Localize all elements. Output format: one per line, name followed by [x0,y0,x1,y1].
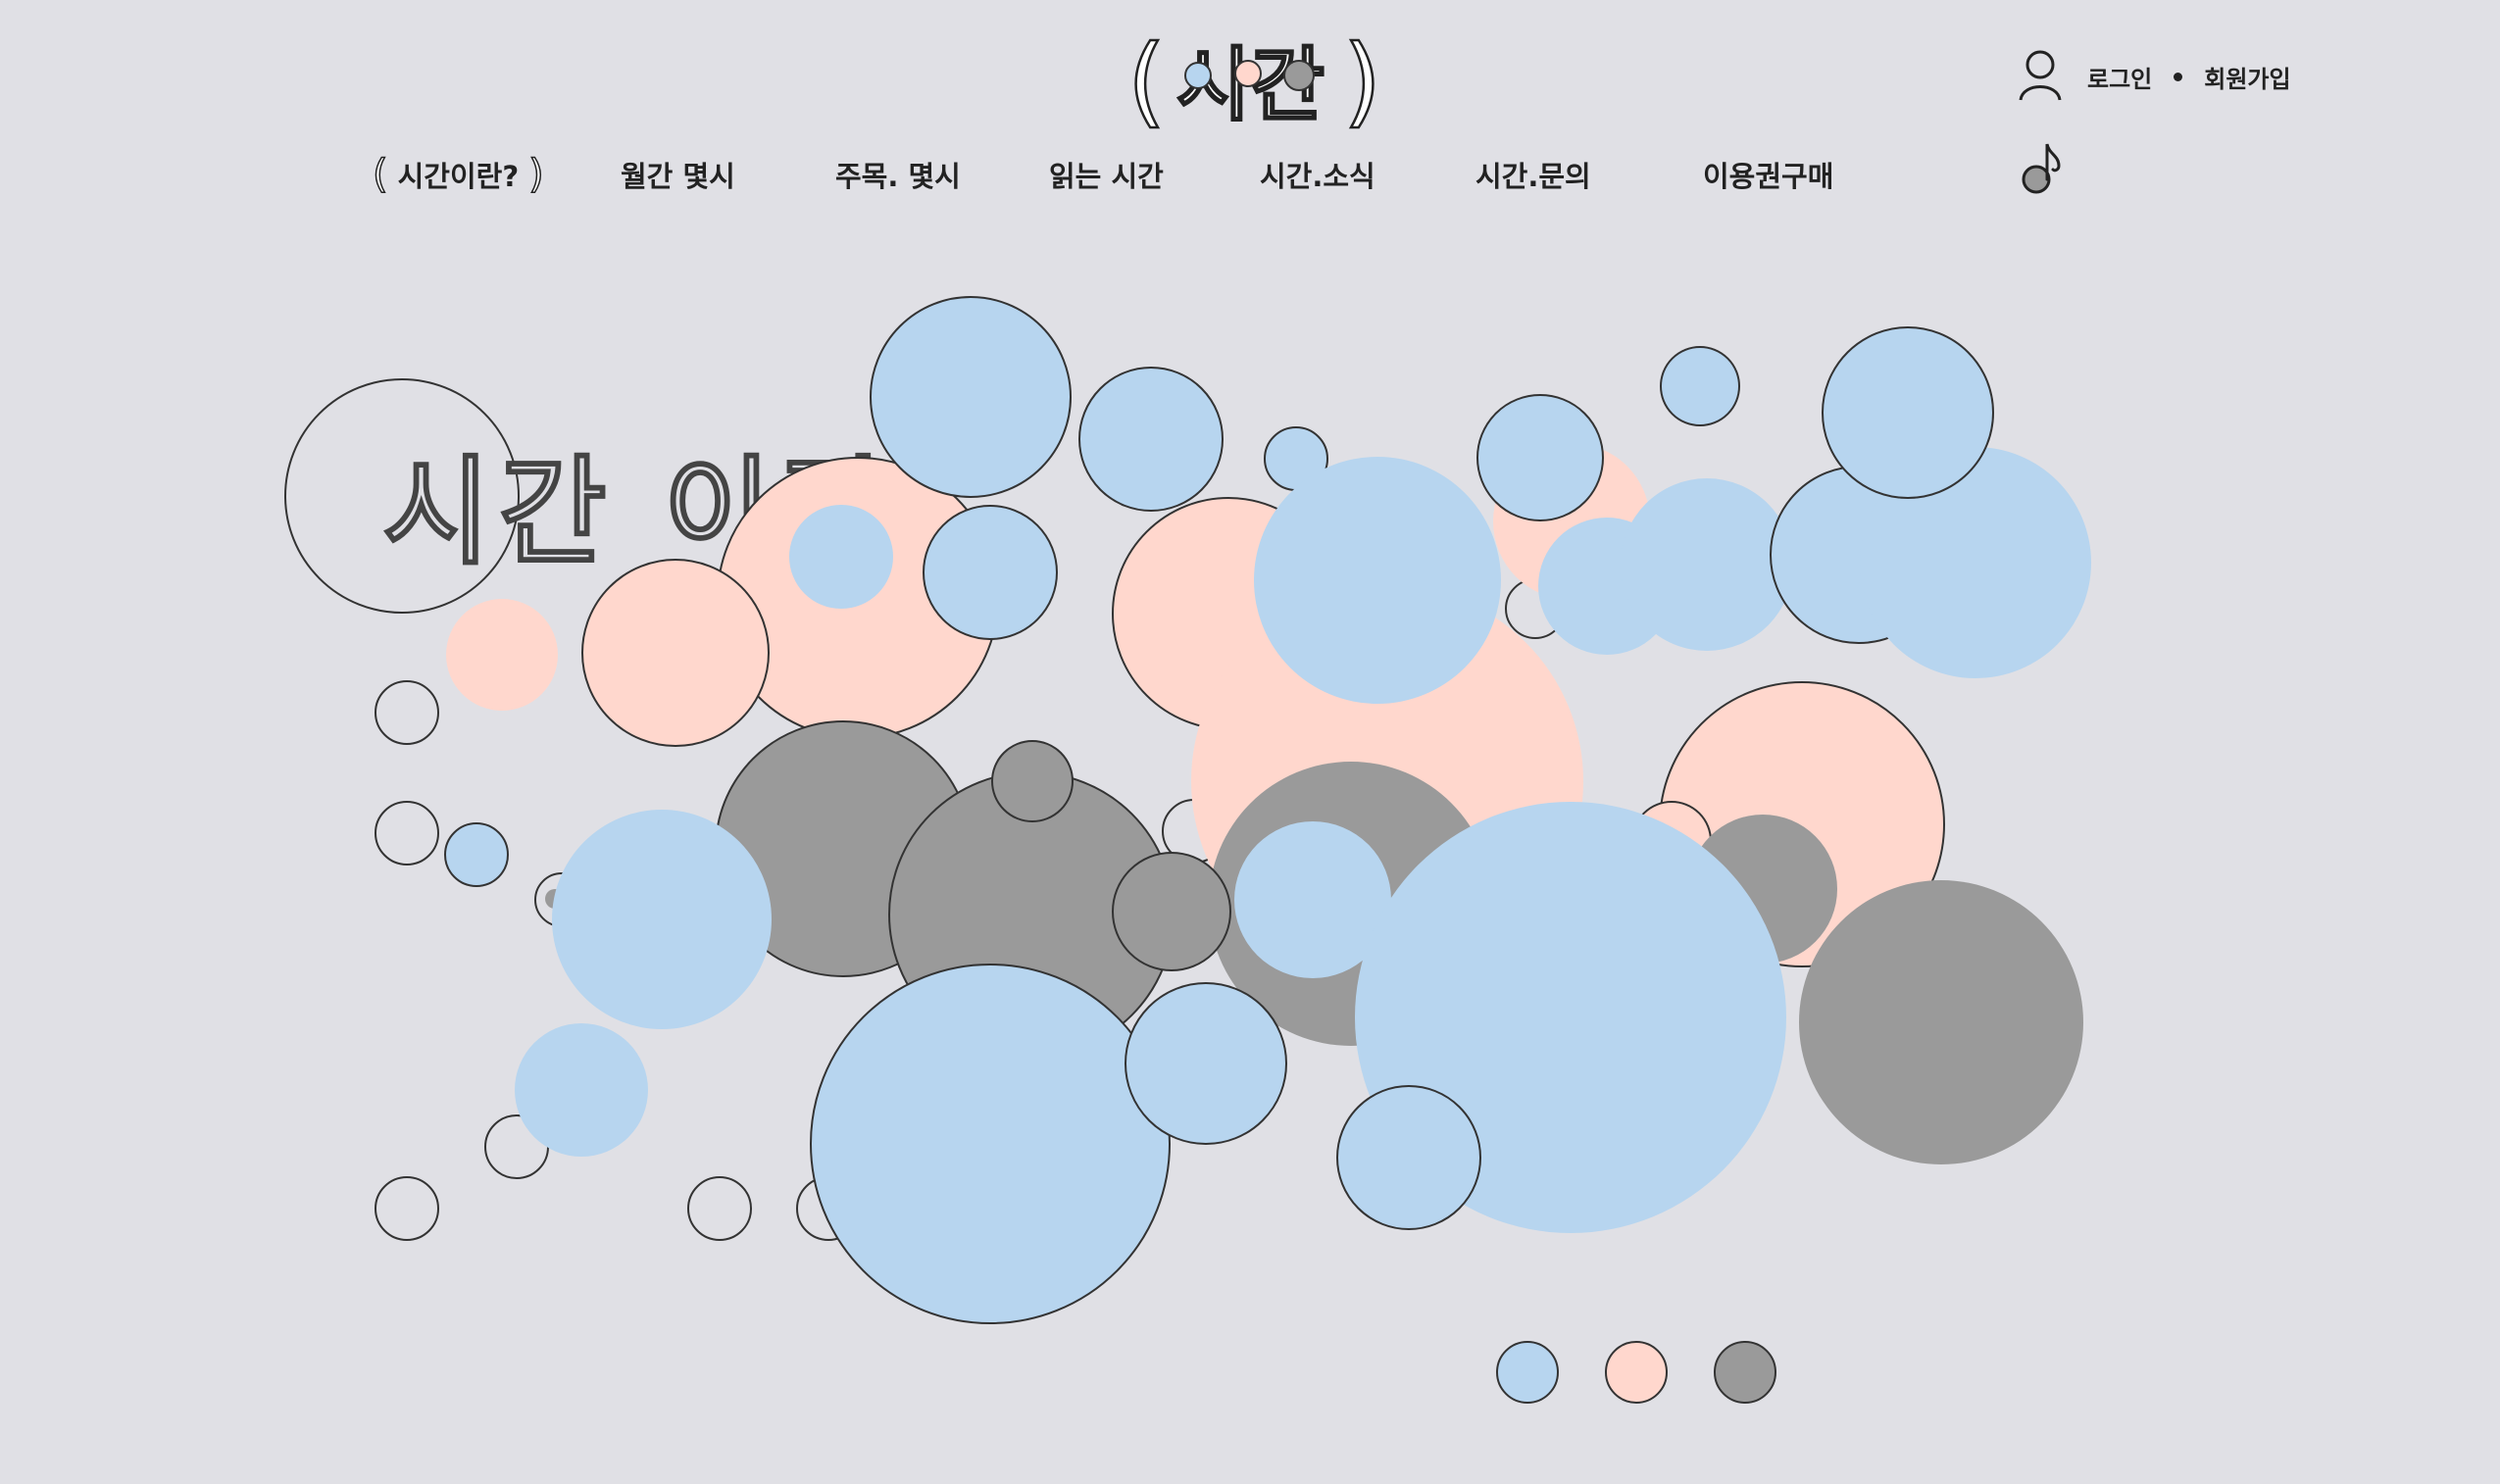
nav-paren-close: ) [527,152,544,197]
blue-bubble [1078,367,1224,512]
logo-paren-close: ) [1343,24,1381,138]
nav-item-label: 주목. 몇시 [835,160,961,193]
blue-bubble [1660,346,1740,426]
nav-item-label: 월간 몇시 [621,160,735,193]
blue-bubble [1125,982,1287,1145]
music-note-icon[interactable] [2020,140,2067,197]
login-link[interactable]: 로그인 [2087,65,2153,93]
main-nav: ( 시간이란? ) 월간 몇시 주목. 몇시 읽는 시간 시간.소식 시간.문의… [363,147,1899,202]
gray-bubble [1799,880,2083,1164]
legend-blue-dot[interactable] [1496,1341,1559,1404]
nav-item-label: 시간.문의 [1475,160,1591,193]
nav-item-inquiry[interactable]: 시간.문의 [1475,154,1691,195]
hero-outline-circle [284,378,520,614]
legend-gray-dot[interactable] [1714,1341,1776,1404]
blue-bubble [1860,447,2091,678]
nav-item-label: 시간이란? [397,160,520,193]
site-logo[interactable]: ( 시간 ) [1126,23,1383,140]
blue-bubble [810,964,1171,1324]
logo-paren-open: ( [1127,24,1166,138]
nav-item-focus[interactable]: 주목. 몇시 [835,154,1041,195]
nav-paren-open: ( [372,152,388,197]
gray-bubble [1112,852,1231,971]
pink-bubble [446,599,558,711]
nav-item-monthly[interactable]: 월간 몇시 [621,154,807,195]
user-icon[interactable] [2015,47,2066,106]
blue-bubble [1254,457,1501,704]
separator-dot [2174,72,2183,81]
nav-item-label: 이용권구매 [1703,160,1834,193]
gray-bubble [991,740,1074,822]
blue-bubble [515,1023,648,1157]
outline-bubble [375,801,439,866]
blue-bubble [870,296,1072,498]
user-area: 로그인 회원가입 [2015,47,2291,106]
blue-bubble [1476,394,1604,521]
signup-link[interactable]: 회원가입 [2204,65,2291,93]
blue-bubble [789,505,893,609]
blue-bubble [923,505,1058,640]
nav-item-label: 읽는 시간 [1049,160,1164,193]
blue-bubble [1621,478,1793,651]
logo-pink-dot [1234,60,1262,87]
nav-item-label: 시간.소식 [1260,160,1375,193]
legend-pink-dot[interactable] [1605,1341,1668,1404]
nav-item-reading[interactable]: 읽는 시간 [1049,154,1245,195]
outline-bubble [375,680,439,745]
blue-bubble [1336,1085,1481,1230]
outline-bubble [687,1176,752,1241]
nav-item-purchase[interactable]: 이용권구매 [1703,154,1899,195]
blue-bubble [1234,821,1391,978]
blue-bubble [444,822,509,887]
logo-blue-dot [1184,62,1212,89]
pink-bubble [581,559,770,747]
logo-gray-dot [1283,60,1315,91]
nav-item-about[interactable]: ( 시간이란? ) [363,154,578,195]
blue-bubble [552,810,772,1029]
blue-bubble [1822,326,1994,499]
outline-bubble [375,1176,439,1241]
nav-item-news[interactable]: 시간.소식 [1260,154,1475,195]
color-legend [1496,1341,1776,1404]
